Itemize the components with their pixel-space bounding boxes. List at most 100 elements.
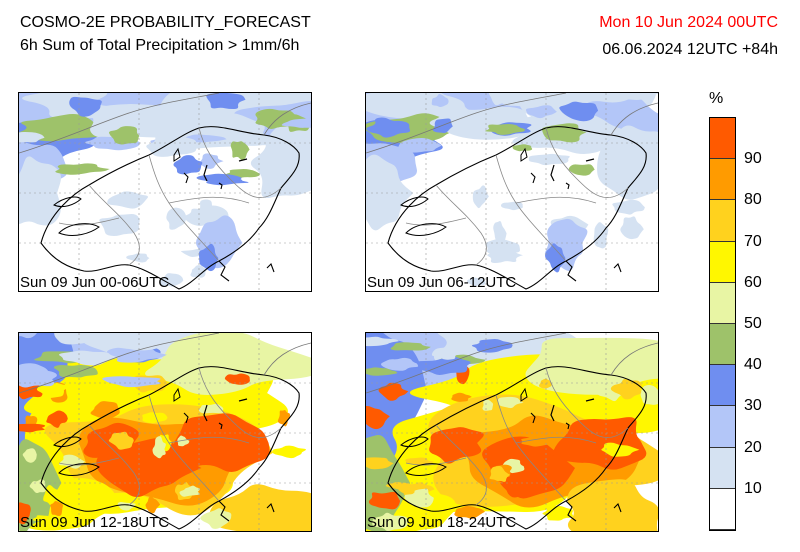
precip-area	[612, 199, 645, 215]
legend-tick-label: 30	[744, 397, 762, 415]
precip-area	[431, 93, 449, 108]
precip-area	[19, 363, 50, 378]
precip-area	[166, 207, 186, 230]
legend-swatch-70-80	[710, 200, 735, 242]
legend-swatch-0-10	[710, 488, 735, 530]
panel-time-label: Sun 09 Jun 00-06UTC	[20, 274, 170, 291]
legend-tick-label: 10	[744, 479, 762, 497]
precip-area	[55, 163, 110, 175]
precip-area	[366, 457, 394, 470]
precip-map-2	[366, 93, 658, 291]
precip-area	[36, 382, 69, 398]
precip-area	[521, 436, 557, 447]
lake	[218, 500, 230, 522]
map-panel-3: Sun 09 Jun 12-18UTC	[18, 332, 312, 532]
lake	[550, 404, 555, 422]
lake	[218, 182, 223, 190]
precip-area	[366, 117, 411, 138]
precip-area	[432, 118, 453, 134]
precip-area	[405, 457, 434, 466]
lake	[183, 412, 189, 424]
precip-area	[366, 406, 390, 430]
precip-area	[485, 239, 521, 257]
precip-area	[106, 347, 167, 363]
lake	[405, 223, 447, 236]
precip-area	[525, 105, 557, 119]
lake	[585, 398, 595, 402]
precip-area	[46, 410, 68, 428]
region-border	[610, 342, 658, 376]
precip-area	[117, 502, 136, 511]
region-border	[198, 367, 282, 439]
precip-area	[466, 277, 486, 287]
legend-swatch-60-70	[710, 241, 735, 283]
region-border	[198, 127, 282, 199]
precip-area	[126, 253, 150, 263]
lake	[58, 463, 100, 476]
chart-subtitle: 6h Sum of Total Precipitation > 1mm/6h	[20, 37, 300, 54]
precip-area	[512, 144, 533, 152]
legend-swatch-80-90	[710, 159, 735, 201]
precip-area	[500, 477, 538, 498]
precip-area	[497, 396, 524, 409]
lake	[218, 422, 223, 430]
precip-area	[145, 496, 161, 514]
lake	[565, 182, 570, 190]
lake	[53, 436, 82, 448]
precip-area	[559, 101, 599, 122]
precip-area	[190, 265, 207, 278]
precip-area	[522, 443, 551, 464]
precip-area	[482, 399, 494, 411]
lake	[203, 404, 208, 422]
precip-area	[272, 445, 306, 459]
precip-area	[451, 392, 472, 402]
precip-area	[19, 114, 114, 142]
region-border	[168, 436, 250, 444]
lake	[550, 164, 555, 182]
precip-area	[381, 357, 419, 371]
precip-area	[230, 141, 250, 161]
lake	[520, 147, 528, 162]
legend-tick-label: 50	[744, 315, 762, 332]
precip-area	[19, 423, 46, 433]
precip-area	[198, 403, 224, 414]
precip-area	[610, 378, 642, 400]
precip-area	[19, 131, 45, 143]
precip-area	[179, 485, 201, 497]
precip-area	[32, 515, 51, 523]
precip-area	[152, 436, 166, 459]
region-border	[610, 102, 658, 136]
map-panel-4: Sun 09 Jun 18-24UTC	[365, 332, 659, 532]
lake	[58, 223, 100, 236]
precip-area	[467, 377, 484, 397]
precip-area	[539, 378, 552, 389]
lake	[183, 172, 189, 184]
precip-area	[568, 164, 595, 176]
precip-area	[224, 373, 250, 385]
lake	[613, 263, 622, 273]
region-border	[435, 424, 487, 506]
precip-area	[577, 501, 592, 518]
precip-area	[159, 273, 184, 287]
region-border	[366, 333, 567, 394]
precip-area	[366, 336, 399, 347]
region-border	[88, 184, 140, 266]
lake	[266, 503, 275, 513]
lake	[530, 412, 536, 424]
precip-area	[640, 385, 658, 405]
legend-swatch-20-30	[710, 406, 735, 448]
lake	[173, 147, 181, 162]
precip-area	[390, 342, 431, 351]
precip-area	[567, 479, 658, 531]
precip-area	[366, 367, 398, 376]
legend-swatch-40-50	[710, 324, 735, 366]
precip-area	[218, 422, 246, 433]
precip-area	[545, 243, 566, 273]
precip-area	[454, 505, 485, 519]
precip-area	[471, 339, 513, 353]
precip-area	[19, 156, 61, 226]
lake	[238, 158, 248, 162]
precip-area	[108, 431, 134, 450]
region-border	[19, 93, 220, 154]
precip-area	[196, 173, 242, 184]
